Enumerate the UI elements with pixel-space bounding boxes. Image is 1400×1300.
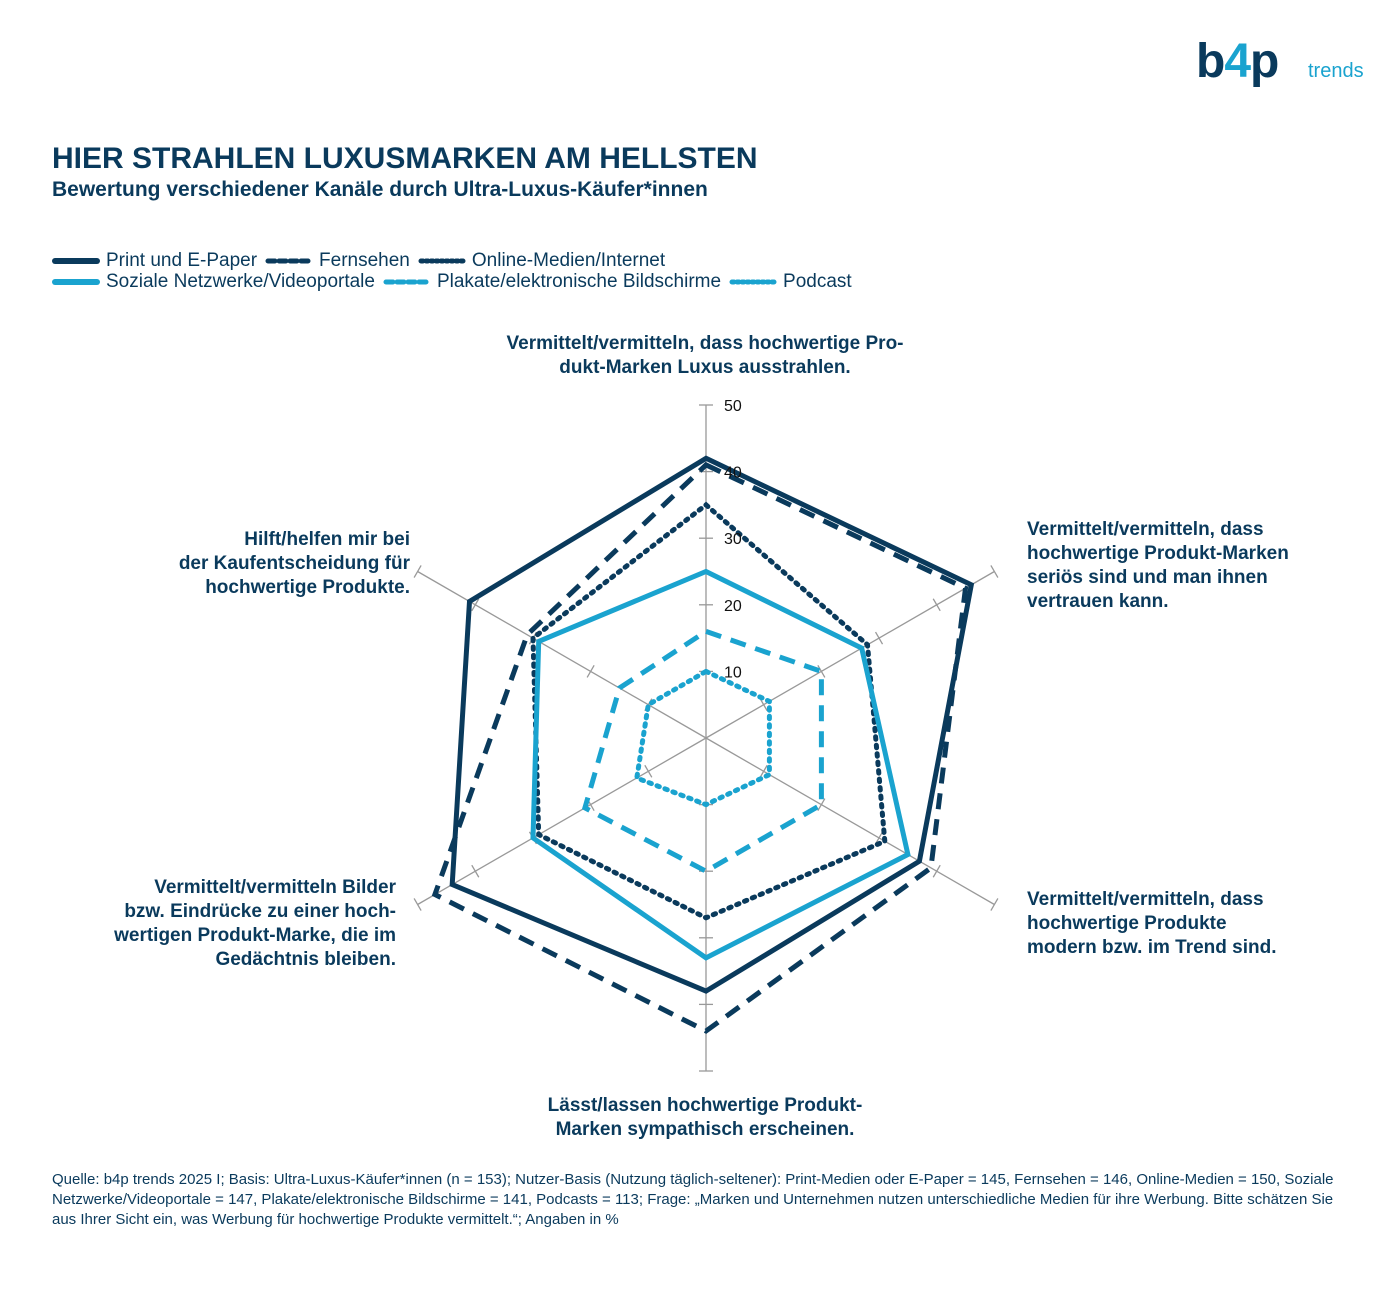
axis-label-modern: Vermittelt/vermitteln, dass hochwertige … [1027,888,1367,960]
series-fernsehen [431,461,969,1034]
axis-label-serioes: Vermittelt/vermitteln, dass hochwertige … [1027,518,1367,614]
axis-label-luxus-line-1: Vermittelt/vermitteln, dass hochwertige … [506,333,904,354]
axis-tick-4-10 [644,764,653,778]
axis-label-luxus-line-2: dukt-Marken Luxus ausstrahlen. [559,357,851,378]
axis-tick-1-50 [990,565,999,578]
axis-tick-1-20 [817,665,826,678]
source-note: Quelle: b4p trends 2025 I; Basis: Ultra-… [52,1171,1334,1228]
axis-label-kaufentscheidung-line-1: Hilft/helfen mir bei [244,529,410,550]
axis-label-gedaechtnis-line-1: Vermittelt/vermitteln Bilder [154,877,396,898]
legend-item-online: Online-Medien/Internet [418,250,665,272]
axis-label-kaufentscheidung-line-2: der Kaufentscheidung für [178,553,410,574]
axis-label-modern-line-3: modern bzw. im Trend sind. [1027,937,1277,958]
axis-tick-5-50 [413,565,422,578]
axis-label-gedaechtnis: Vermittelt/vermitteln Bilder bzw. Eindrü… [40,876,396,972]
axis-label-luxus: Vermittelt/vermitteln, dass hochwertige … [430,332,980,380]
axis-label-sympathisch: Lässt/lassen hochwertige Produkt- Marken… [430,1094,980,1142]
axis-tick-1-40 [932,598,941,612]
legend-item-plakate: Plakate/elektronische Bildschirme [383,271,721,293]
axis-label-gedaechtnis-line-3: wertigen Produkt-Marke, die im [114,925,396,946]
legend-label-print: Print und E-Paper [106,249,258,271]
logo-subtext: trends [1308,60,1364,82]
axis-tick-4-40 [471,864,480,878]
legend-row-1: Print und E-Paper Fernsehen Online-Medie… [52,250,1052,271]
axis-label-serioes-line-2: hochwertige Produkt-Marken [1027,543,1289,564]
axis-label-gedaechtnis-line-4: Gedächtnis bleiben. [215,949,396,970]
tick-label-10: 10 [724,664,742,681]
axis-tick-5-20 [586,665,595,678]
legend-swatch-print [52,257,100,264]
axis-tick-1-10 [759,698,768,712]
legend-swatch-podcast [729,279,777,284]
tick-label-40: 40 [724,465,742,482]
legend-swatch-plakate [383,279,431,284]
axis-line-5 [417,570,707,739]
legend-item-podcast: Podcast [729,271,852,293]
axis-line-4 [417,737,707,906]
legend-item-print: Print und E-Paper [52,250,257,272]
series-soziale-netzwerke-videoportale [530,568,911,961]
axis-line-2 [705,737,995,906]
legend-swatch-online [418,258,466,263]
legend-swatch-tv [265,258,313,263]
axis-label-kaufentscheidung-line-3: hochwertige Produkte. [205,577,410,598]
axis-label-serioes-line-3: seriös sind und man ihnen [1027,567,1268,588]
legend-label-tv: Fernsehen [319,249,410,271]
tick-label-50: 50 [724,398,742,415]
axis-label-modern-line-2: hochwertige Produkte [1027,913,1227,934]
legend-swatch-social [52,278,100,285]
b4p-logo: b4p trends [1196,36,1376,96]
axis-label-sympathisch-line-2: Marken sympathisch erscheinen. [555,1119,855,1140]
tick-label-30: 30 [724,531,742,548]
axis-tick-5-40 [471,598,480,612]
legend-label-online: Online-Medien/Internet [471,249,666,271]
axis-tick-1-30 [874,631,884,645]
axis-tick-2-40 [932,864,941,878]
series-print-und-e-paper [449,455,975,994]
axis-tick-2-50 [990,898,999,911]
axis-label-kaufentscheidung: Hilft/helfen mir bei der Kaufentscheidun… [60,528,410,600]
series-plakate-elektronische-bildschirme [581,628,824,875]
legend-label-social: Soziale Netzwerke/Videoportale [106,270,375,292]
axis-label-sympathisch-line-1: Lässt/lassen hochwertige Produkt- [547,1095,863,1116]
axis-tick-4-50 [413,898,422,911]
axis-label-modern-line-1: Vermittelt/vermitteln, dass [1027,889,1264,910]
legend-item-social: Soziale Netzwerke/Videoportale [52,271,375,293]
legend-row-2: Soziale Netzwerke/Videoportale Plakate/e… [52,271,1052,292]
axis-tick-2-20 [817,798,826,811]
legend-label-plakate: Plakate/elektronische Bildschirme [436,270,722,292]
series-podcast [634,668,772,808]
chart-title: HIER STRAHLEN LUXUSMARKEN AM HELLSTEN [52,142,758,175]
logo-wordmark: b4p [1196,35,1279,88]
legend: Print und E-Paper Fernsehen Online-Medie… [52,250,1052,292]
tick-label-20: 20 [724,598,742,615]
chart-subtitle: Bewertung verschiedener Kanäle durch Ult… [52,178,708,201]
legend-label-podcast: Podcast [783,270,852,292]
series-online-medien-internet [530,501,888,921]
axis-tick-2-30 [874,831,884,845]
axis-label-serioes-line-4: vertrauen kann. [1027,591,1169,612]
axis-label-gedaechtnis-line-2: bzw. Eindrücke zu einer hoch- [124,901,396,922]
axis-label-serioes-line-1: Vermittelt/vermitteln, dass [1027,519,1264,540]
axis-line-1 [705,570,995,739]
legend-item-tv: Fernsehen [265,250,410,272]
axis-tick-2-10 [759,764,768,778]
